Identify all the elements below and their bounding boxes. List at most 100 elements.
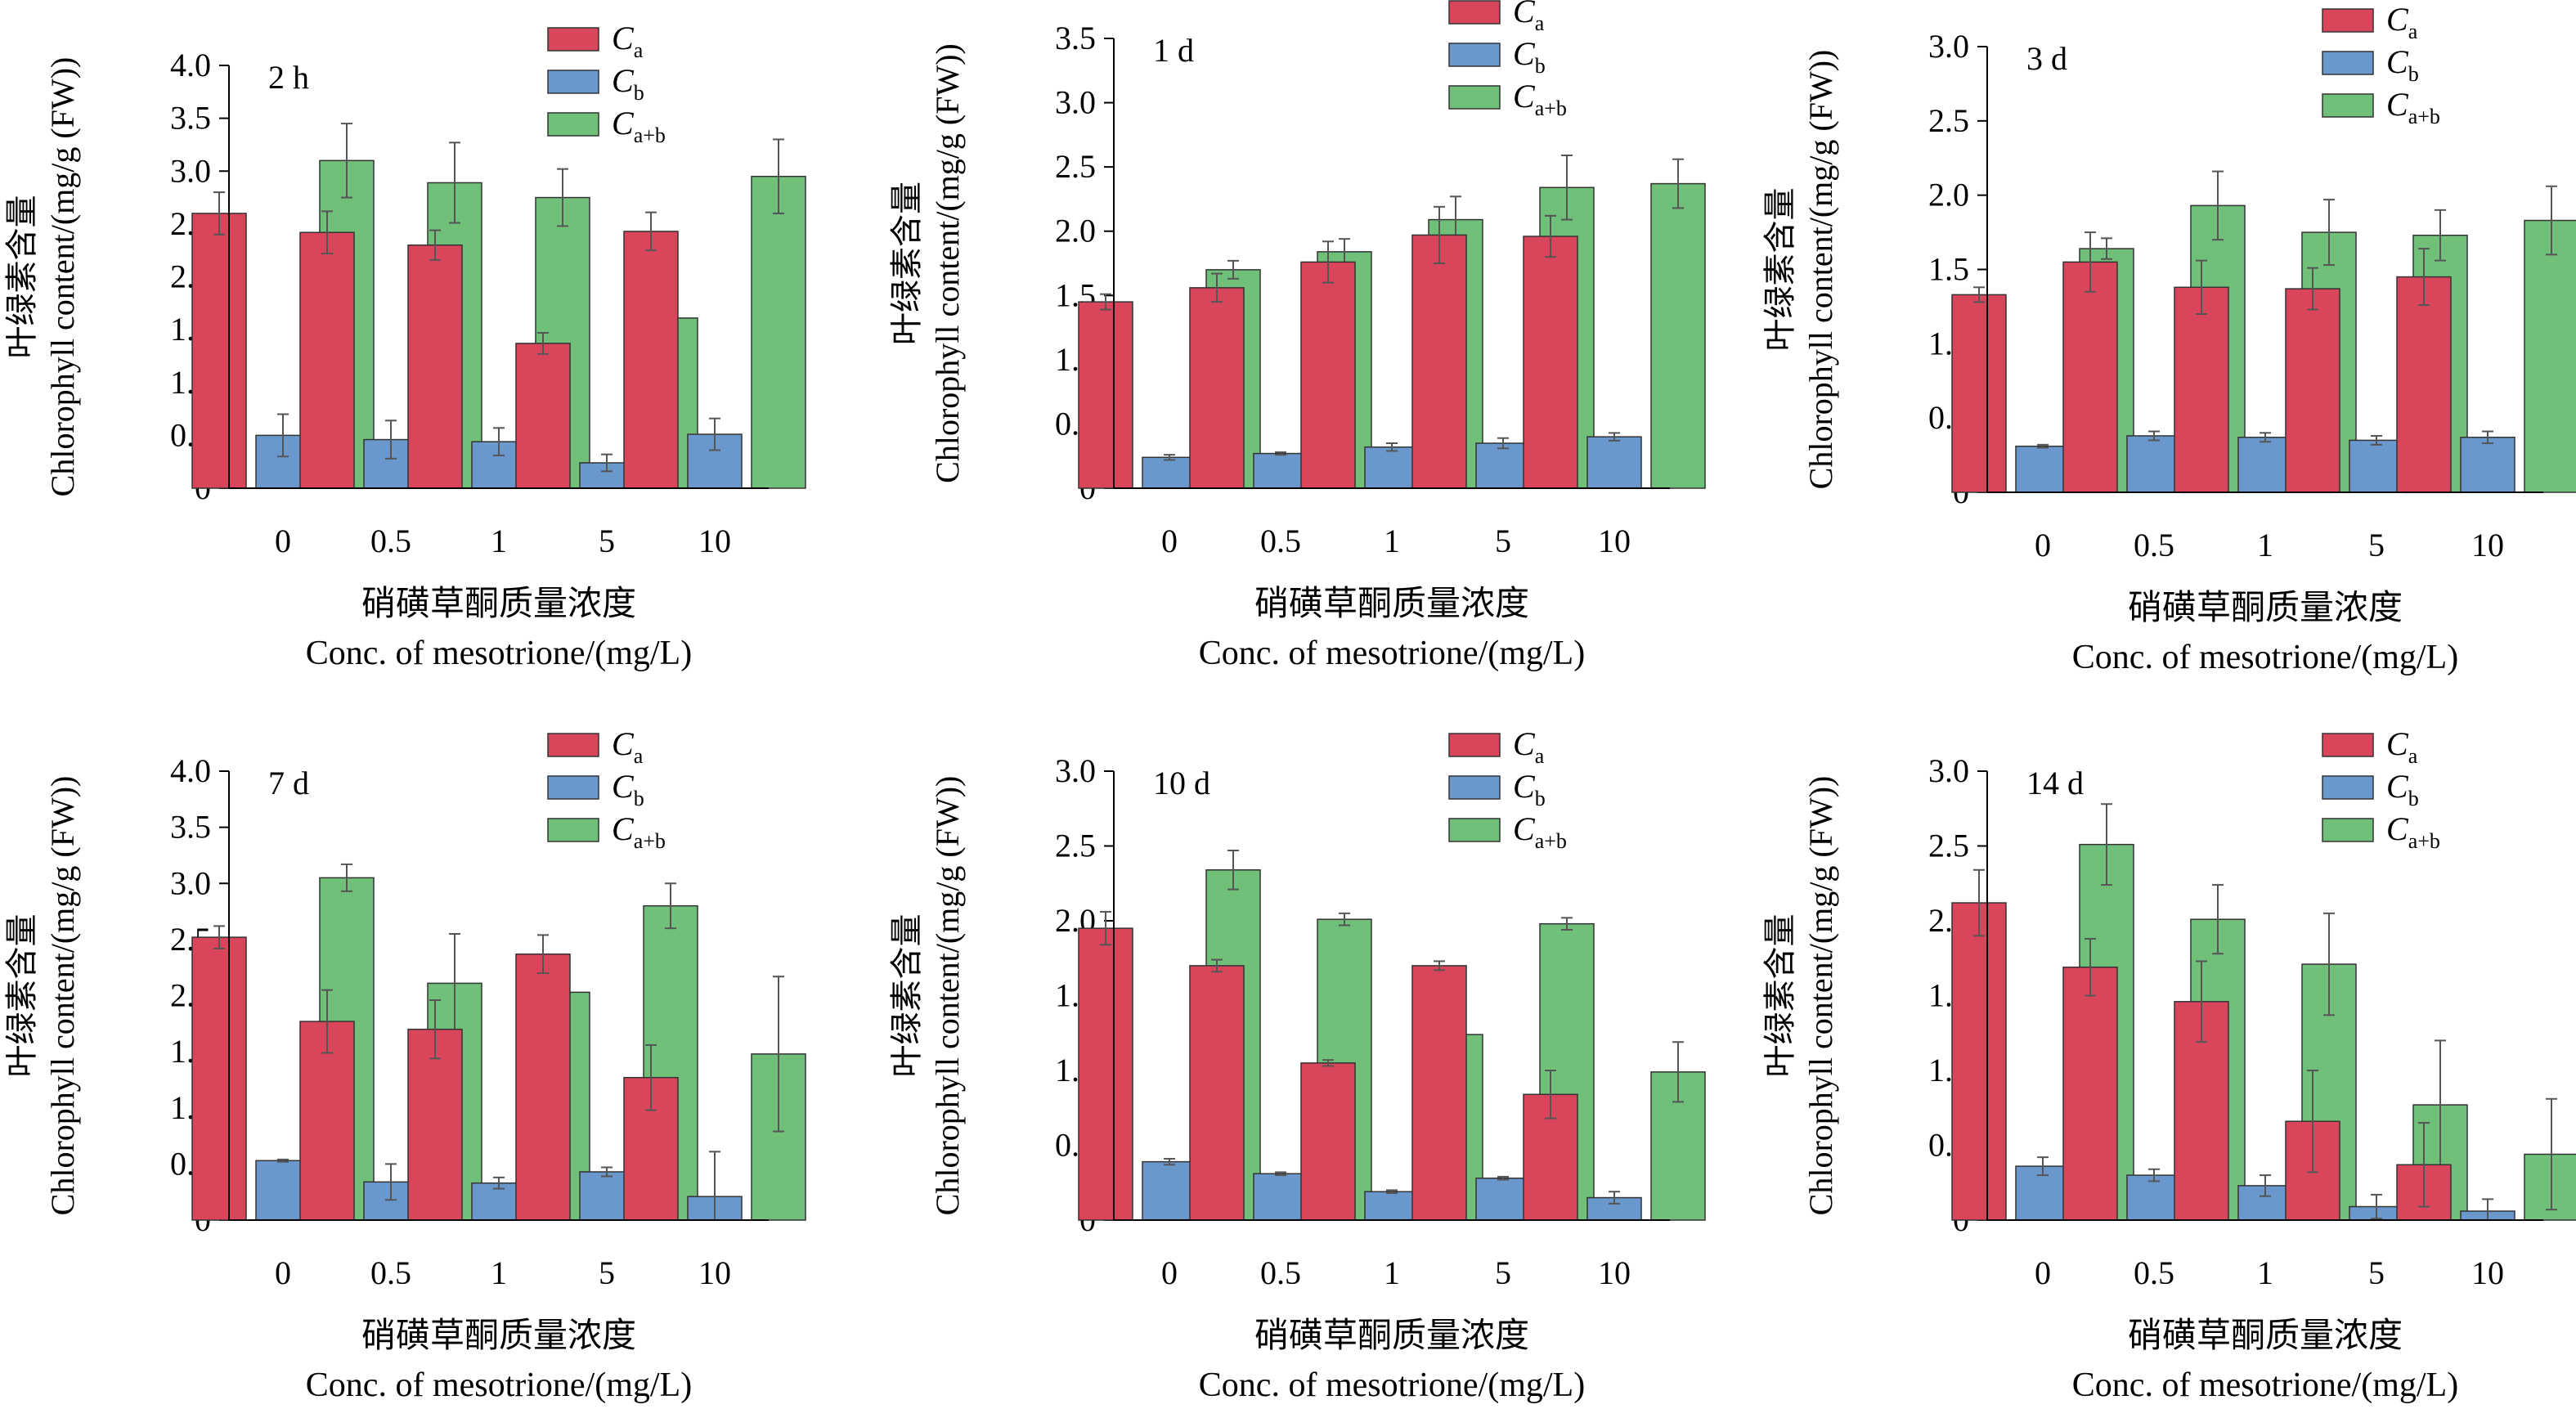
- bar-Ca-5: [1411, 234, 1467, 489]
- bar-Ca-1: [2174, 286, 2229, 493]
- x-tick-label: 0: [2035, 1254, 2051, 1291]
- y-tick-label: 3.5: [170, 809, 211, 846]
- x-axis-label-cn: 硝磺草酮质量浓度: [1254, 1317, 1529, 1355]
- x-tick-label: 0.5: [370, 523, 411, 559]
- x-tick-label: 0.5: [1260, 1254, 1301, 1291]
- x-axis-label-en: Conc. of mesotrione/(mg/L): [2072, 639, 2458, 676]
- x-tick-label: 0.5: [2134, 527, 2174, 563]
- bar-Cb-0: [1142, 456, 1197, 489]
- bar-Cb-5: [1475, 1178, 1531, 1221]
- panel-label: 14 d: [2026, 765, 2084, 801]
- y-tick-label: 1.5: [1928, 251, 1969, 288]
- legend-swatch-Cab: [2322, 93, 2374, 118]
- panel-label: 3 d: [2026, 40, 2067, 77]
- x-tick-label: 0.5: [2134, 1254, 2174, 1291]
- bar-Cb-5: [1475, 442, 1531, 489]
- legend-swatch-Cab: [547, 818, 599, 842]
- bar-Ca-10: [2396, 276, 2452, 493]
- y-axis-label-cn: 叶绿素含量: [888, 182, 925, 345]
- legend-swatch-Cb: [2322, 775, 2374, 800]
- bar-Cb-0.5: [1253, 452, 1308, 489]
- legend-label-Cab: Ca+b: [2386, 810, 2440, 853]
- legend-label-Ca: Ca: [1513, 0, 1545, 35]
- bar-Ca-0: [1951, 902, 2007, 1221]
- legend-label-Cb: Cb: [612, 768, 644, 810]
- legend-swatch-Cab: [1448, 818, 1501, 842]
- x-axis-label-cn: 硝磺草酮质量浓度: [1254, 586, 1529, 623]
- legend-swatch-Ca: [547, 733, 599, 757]
- panel-label: 7 d: [268, 765, 309, 801]
- x-tick-label: 10: [1598, 523, 1631, 559]
- legend-label-Cab: Ca+b: [612, 105, 666, 147]
- bar-Cb-1: [2237, 437, 2293, 493]
- legend-label-Cb: Cb: [1513, 768, 1546, 810]
- x-axis-label-cn: 硝磺草酮质量浓度: [2128, 590, 2403, 627]
- y-axis-label-en: Chlorophyll content/(mg/g (FW)): [1802, 776, 1839, 1216]
- panel-label: 2 h: [268, 59, 309, 96]
- legend-swatch-Cb: [1448, 43, 1501, 67]
- bar-Ca-0: [191, 213, 247, 489]
- bar-Cb-10: [2460, 437, 2515, 493]
- legend-label-Cb: Cb: [1513, 35, 1546, 78]
- y-tick-label: 3.0: [170, 864, 211, 901]
- x-tick-label: 1: [2257, 527, 2273, 563]
- y-axis-label-cn: 叶绿素含量: [888, 914, 925, 1078]
- x-tick-label: 10: [1598, 1254, 1631, 1291]
- bar-Ca-0.5: [299, 231, 355, 489]
- bar-Ca-0.5: [2062, 261, 2118, 493]
- legend-label-Cb: Cb: [612, 62, 644, 105]
- y-tick-label: 2.5: [1928, 102, 1969, 139]
- bar-Ca-0.5: [1189, 965, 1245, 1221]
- y-axis-label-cn: 叶绿素含量: [3, 914, 40, 1078]
- bar-Ca-5: [1411, 965, 1467, 1221]
- y-tick-label: 2.5: [1055, 828, 1096, 864]
- legend-label-Cab: Ca+b: [612, 810, 666, 853]
- y-tick-label: 3.0: [1055, 84, 1096, 121]
- bar-Cab-10: [1650, 182, 1706, 489]
- bar-Ca-5: [2285, 288, 2340, 493]
- x-tick-label: 5: [599, 523, 615, 559]
- legend-swatch-Cb: [2322, 51, 2374, 75]
- y-axis-label-en: Chlorophyll content/(mg/g (FW)): [44, 776, 81, 1216]
- x-tick-label: 10: [2471, 527, 2504, 563]
- legend-label-Ca: Ca: [1513, 725, 1545, 768]
- y-tick-label: 3.0: [1928, 28, 1969, 65]
- x-tick-label: 0: [1161, 1254, 1178, 1291]
- y-tick-label: 3.0: [170, 152, 211, 189]
- x-tick-label: 0: [275, 1254, 291, 1291]
- bar-Cb-0: [1142, 1160, 1197, 1221]
- x-tick-label: 5: [1495, 1254, 1511, 1291]
- legend-label-Ca: Ca: [2386, 725, 2418, 768]
- y-axis-label-en: Chlorophyll content/(mg/g (FW)): [1802, 50, 1839, 490]
- bar-Cb-0.5: [1253, 1173, 1308, 1221]
- x-axis-label-cn: 硝磺草酮质量浓度: [361, 1317, 636, 1355]
- x-axis-label-cn: 硝磺草酮质量浓度: [2128, 1317, 2403, 1355]
- y-tick-label: 2.0: [1928, 177, 1969, 213]
- legend-label-Cab: Ca+b: [2386, 86, 2440, 128]
- legend-label-Ca: Ca: [612, 725, 644, 768]
- x-tick-label: 1: [1384, 1254, 1400, 1291]
- bar-Ca-0.5: [299, 1021, 355, 1221]
- legend-swatch-Ca: [547, 27, 599, 52]
- y-axis-label-en: Chlorophyll content/(mg/g (FW)): [929, 776, 966, 1216]
- bar-Ca-10: [623, 231, 679, 489]
- bar-Cab-10: [751, 175, 806, 489]
- bar-Ca-0: [191, 936, 247, 1221]
- panel-label: 1 d: [1153, 32, 1194, 69]
- bar-Ca-0.5: [1189, 287, 1245, 489]
- bar-Ca-5: [515, 343, 571, 489]
- bar-Cb-0.5: [2126, 435, 2182, 493]
- y-tick-label: 2.5: [1055, 148, 1096, 185]
- legend-swatch-Cb: [547, 70, 599, 94]
- y-axis-label-cn: 叶绿素含量: [3, 195, 40, 359]
- y-tick-label: 3.5: [170, 100, 211, 137]
- x-axis-label-en: Conc. of mesotrione/(mg/L): [306, 635, 692, 672]
- y-tick-label: 4.0: [170, 47, 211, 83]
- legend-label-Cb: Cb: [2386, 768, 2419, 810]
